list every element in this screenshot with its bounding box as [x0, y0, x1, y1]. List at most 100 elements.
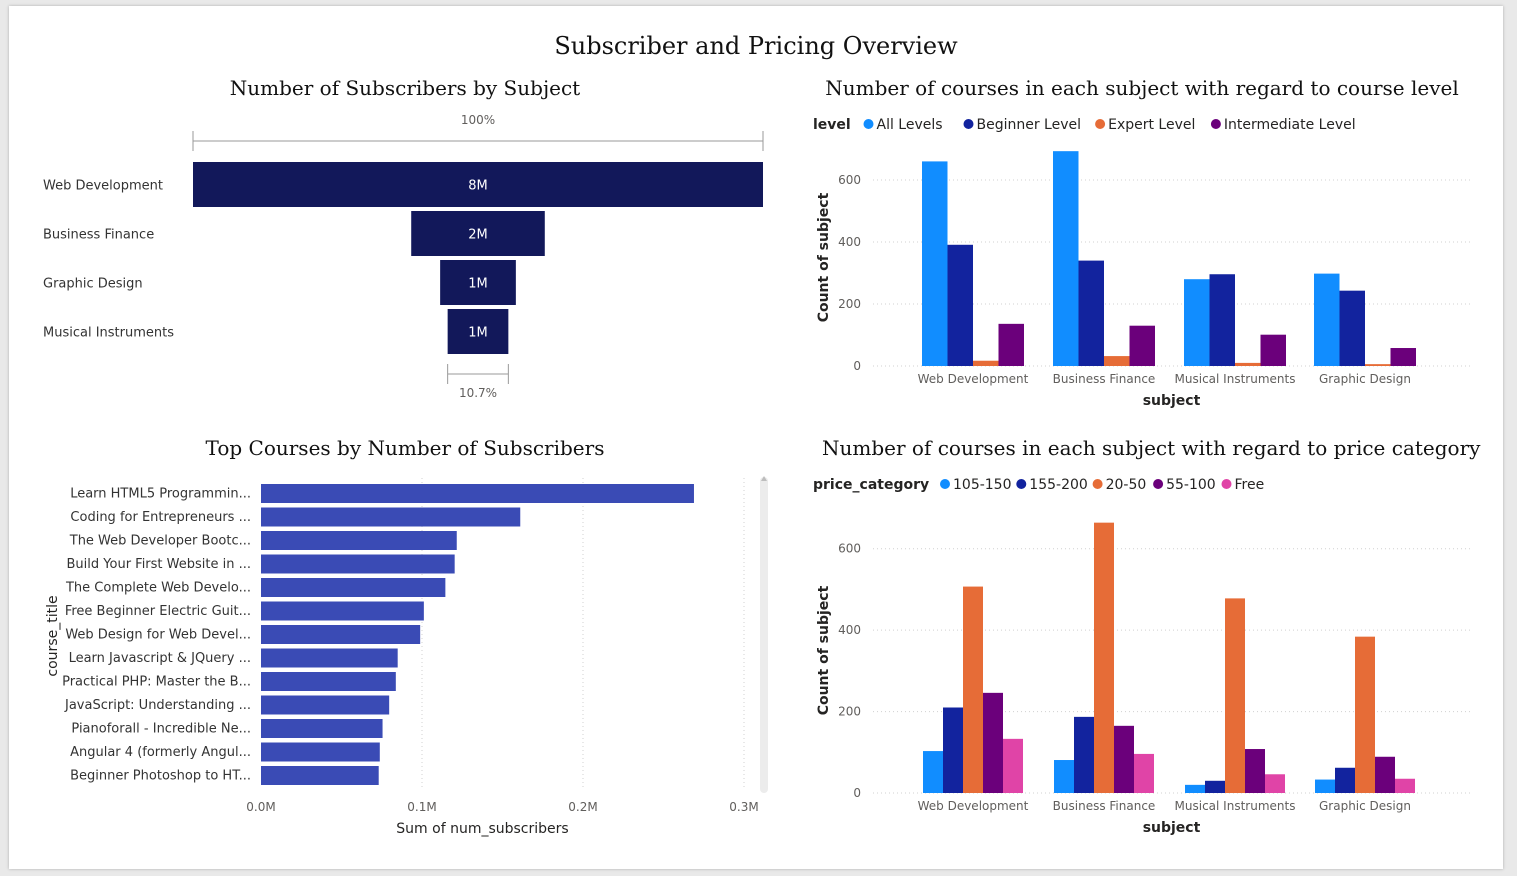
price-chart-bar[interactable]: [1185, 784, 1205, 793]
hbar-bar[interactable]: [261, 672, 396, 691]
funnel-bar[interactable]: [193, 162, 763, 207]
level-chart-legend-marker[interactable]: [1210, 119, 1221, 129]
hbar-category-label: JavaScript: Understanding ...: [64, 698, 251, 713]
hbar-scrollbar[interactable]: [760, 477, 768, 793]
funnel-bar[interactable]: [411, 211, 545, 256]
hbar-bar[interactable]: [261, 601, 424, 621]
funnel-value-label: 1M: [468, 277, 488, 292]
hbar-category-label: The Web Developer Bootc...: [69, 534, 251, 549]
price-chart-bar[interactable]: [1114, 725, 1134, 793]
hbar-bar[interactable]: [261, 742, 380, 762]
level-chart-title: Number of courses in each subject with r…: [825, 76, 1459, 100]
level-chart-bar[interactable]: [973, 360, 999, 366]
price-chart-legend-label[interactable]: 155-200: [1029, 477, 1088, 493]
level-chart-x-tick-label: Business Finance: [1053, 372, 1156, 386]
level-chart-bar[interactable]: [1339, 290, 1366, 366]
price-chart-bar[interactable]: [983, 692, 1003, 793]
price-chart-bar[interactable]: [1355, 636, 1375, 793]
level-chart-bar[interactable]: [1104, 356, 1130, 366]
funnel-bar[interactable]: [447, 309, 509, 354]
level-chart-bar[interactable]: [1390, 348, 1417, 366]
price-chart-bar[interactable]: [923, 751, 943, 793]
funnel-bar[interactable]: [440, 260, 516, 305]
level-chart-legend-marker[interactable]: [1095, 119, 1106, 129]
price-chart-legend-marker[interactable]: [1092, 479, 1103, 489]
level-chart-legend-marker[interactable]: [863, 119, 874, 129]
price-chart-bar[interactable]: [943, 707, 963, 794]
level-chart-bar[interactable]: [922, 161, 948, 366]
hbar-x-axis-title: Sum of num_subscribers: [396, 821, 568, 837]
hbar-bar[interactable]: [261, 625, 421, 644]
hbar-category-label: Learn HTML5 Programmin...: [70, 487, 251, 502]
hbar-category-label: Beginner Photoshop to HT...: [70, 769, 251, 784]
hbar-bar[interactable]: [261, 507, 521, 527]
price-chart-legend-marker[interactable]: [1016, 479, 1027, 489]
price-chart-bar[interactable]: [1245, 749, 1265, 793]
funnel-bottom-pct-label: 10.7%: [459, 386, 497, 400]
price-chart-bar[interactable]: [1074, 716, 1094, 793]
level-chart-legend-label[interactable]: All Levels: [877, 117, 943, 133]
price-chart-bar[interactable]: [963, 586, 983, 793]
price-chart-legend-marker[interactable]: [1153, 479, 1164, 489]
funnel-value-label: 8M: [468, 179, 488, 194]
price-chart-bar[interactable]: [1265, 774, 1285, 793]
level-chart-bar[interactable]: [1078, 260, 1105, 366]
level-chart-bar[interactable]: [947, 244, 974, 366]
price-chart-legend-label[interactable]: 20-50: [1106, 477, 1147, 493]
price-chart-legend-label[interactable]: Free: [1235, 477, 1265, 493]
level-chart-bar[interactable]: [1209, 274, 1236, 366]
hbar-bar[interactable]: [261, 766, 379, 785]
price-chart-bar[interactable]: [1003, 738, 1023, 793]
level-chart-legend-marker[interactable]: [963, 119, 974, 129]
scroll-up-arrow-icon[interactable]: [761, 476, 767, 481]
level-chart-legend-label[interactable]: Intermediate Level: [1224, 117, 1356, 133]
hbar-category-label: The Complete Web Develo...: [65, 581, 251, 596]
price-chart-bar[interactable]: [1375, 756, 1395, 793]
price-chart-bar[interactable]: [1094, 522, 1114, 793]
price-chart-x-tick-label: Business Finance: [1053, 799, 1156, 813]
price-chart-legend-label[interactable]: 55-100: [1166, 477, 1216, 493]
hbar-bar[interactable]: [261, 578, 446, 597]
level-chart-y-tick-label: 0: [853, 359, 861, 373]
level-chart-bar[interactable]: [1365, 364, 1391, 366]
level-chart-legend-label[interactable]: Beginner Level: [977, 117, 1082, 133]
price-chart-bar[interactable]: [1315, 779, 1335, 793]
price-chart-legend-label[interactable]: 105-150: [953, 477, 1012, 493]
price-chart-x-tick-label: Graphic Design: [1319, 799, 1411, 813]
hbar-bar[interactable]: [261, 484, 694, 503]
level-chart-y-tick-label: 400: [838, 235, 861, 249]
price-chart-bar[interactable]: [1134, 753, 1154, 793]
hbar-bar[interactable]: [261, 719, 383, 738]
hbar-category-label: Coding for Entrepreneurs ...: [70, 510, 251, 525]
level-chart-bar[interactable]: [1235, 362, 1261, 366]
hbar-bar[interactable]: [261, 648, 398, 668]
level-chart-legend-label[interactable]: Expert Level: [1108, 117, 1195, 133]
hbar-bar[interactable]: [261, 695, 390, 715]
hbar-bar[interactable]: [261, 554, 455, 574]
price-chart-x-axis-title: subject: [1143, 820, 1201, 836]
price-chart-y-tick-label: 400: [838, 623, 861, 637]
level-chart-bar[interactable]: [1184, 279, 1210, 366]
price-chart-bar[interactable]: [1225, 598, 1245, 793]
hbar-bar[interactable]: [261, 531, 457, 550]
price-chart-bar[interactable]: [1395, 778, 1415, 793]
hbar-category-label: Learn Javascript & JQuery ...: [69, 651, 251, 666]
price-chart-y-tick-label: 600: [838, 542, 861, 556]
funnel-category-label: Business Finance: [43, 228, 154, 243]
level-chart-x-tick-label: Musical Instruments: [1175, 372, 1296, 386]
level-chart-bar[interactable]: [1053, 151, 1079, 366]
price-chart-bar[interactable]: [1205, 780, 1225, 793]
level-chart-bar[interactable]: [1314, 273, 1340, 366]
price-chart-bar[interactable]: [1054, 760, 1074, 793]
level-chart-bar[interactable]: [998, 323, 1025, 366]
hbar-y-axis-title: course_title: [45, 595, 61, 676]
price-chart-legend-marker[interactable]: [940, 479, 950, 489]
level-chart-legend-title: level: [813, 117, 851, 133]
price-chart-legend-marker[interactable]: [1221, 479, 1232, 489]
top-courses-chart-title: Top Courses by Number of Subscribers: [205, 436, 605, 460]
price-chart-bar[interactable]: [1335, 767, 1355, 793]
level-chart-bar[interactable]: [1129, 325, 1156, 366]
price-chart-x-tick-label: Musical Instruments: [1175, 799, 1296, 813]
level-chart-bar[interactable]: [1260, 334, 1287, 366]
